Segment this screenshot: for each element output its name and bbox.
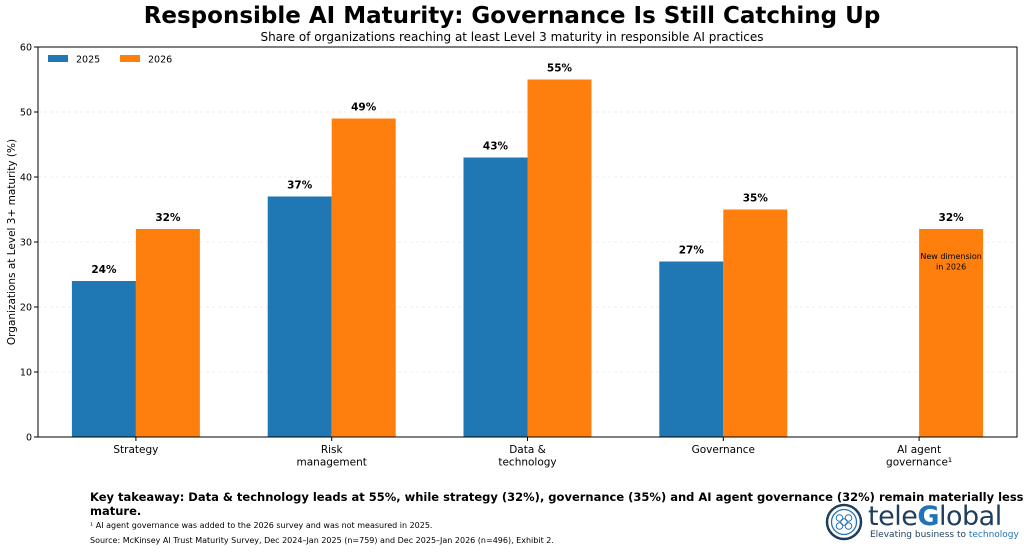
footnote: ¹ AI agent governance was added to the 2…	[90, 521, 433, 530]
bar-2026	[919, 229, 984, 437]
y-tick-label: 20	[20, 303, 32, 314]
chart-title: Responsible AI Maturity: Governance Is S…	[143, 3, 881, 29]
x-tick-label: Strategy	[113, 444, 158, 456]
x-tick-label: governance¹	[886, 457, 952, 469]
x-tick-label: AI agent	[897, 444, 941, 456]
annotation-text: in 2026	[936, 263, 966, 272]
bar-2026	[723, 209, 788, 437]
bar-2026	[135, 229, 200, 437]
y-tick-label: 40	[20, 173, 32, 184]
bar-value-label: 32%	[155, 212, 181, 224]
logo-tagline: Elevating business to technology	[870, 530, 1019, 540]
bar-2026	[527, 79, 592, 437]
bar-value-label: 35%	[743, 193, 769, 205]
logo-wordmark: teleGlobal	[868, 501, 1002, 532]
x-tick-label: management	[297, 457, 367, 469]
y-tick-label: 50	[20, 108, 32, 119]
plot-frame	[37, 46, 1018, 438]
globe-network-icon	[825, 503, 863, 541]
bar-value-label: 24%	[91, 264, 117, 276]
bar-value-label: 27%	[679, 245, 705, 257]
bar-value-label: 55%	[547, 63, 573, 75]
bar-value-label: 32%	[939, 212, 965, 224]
source-note: Source: McKinsey AI Trust Maturity Surve…	[90, 536, 554, 545]
bar-2026	[331, 118, 396, 437]
bar-value-label: 49%	[351, 102, 377, 114]
x-tick-label: Risk	[321, 444, 344, 456]
bar-chart: 0 10 20 30 40 50 60 Organizations at Level 3+ m…	[6, 43, 1018, 469]
y-tick-label: 60	[20, 43, 32, 54]
teleglobal-logo: teleGlobal Elevating business to technol…	[824, 500, 1019, 546]
key-takeaway: Key takeaway: Data & technology leads at…	[90, 490, 1024, 518]
x-tick-label: technology	[498, 457, 556, 469]
legend-label: 2026	[148, 55, 172, 66]
y-axis-label: Organizations at Level 3+ maturity (%)	[6, 139, 18, 345]
legend-swatch-2025	[48, 55, 68, 62]
y-tick-label: 0	[26, 433, 32, 444]
annotation-text: New dimension	[920, 252, 981, 261]
x-tick-label: Governance	[692, 444, 755, 456]
bar-2025	[71, 281, 136, 437]
legend-label: 2025	[76, 55, 100, 66]
bar-2025	[267, 196, 332, 437]
bar-2025	[659, 261, 724, 437]
bar-2025	[463, 157, 528, 437]
bar-value-label: 37%	[287, 180, 313, 192]
chart-subtitle: Share of organizations reaching at least…	[260, 30, 764, 44]
y-tick-label: 10	[20, 368, 32, 379]
y-tick-label: 30	[20, 238, 32, 249]
x-tick-label: Data &	[509, 444, 546, 456]
bar-value-label: 43%	[483, 141, 509, 153]
legend-swatch-2026	[120, 55, 140, 62]
